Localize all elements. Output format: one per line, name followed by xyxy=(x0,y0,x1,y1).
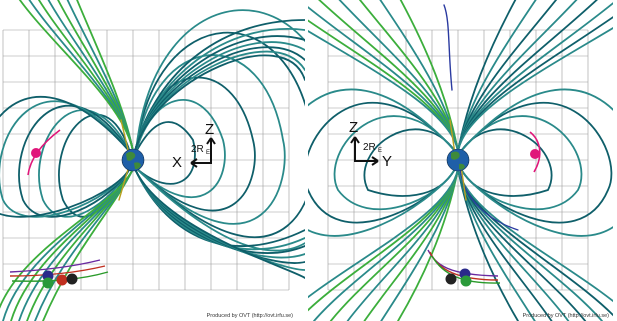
axis-label-x: X xyxy=(172,154,182,171)
axis-label-z: Z xyxy=(349,119,358,136)
spacecraft-trajectory xyxy=(529,131,541,173)
earth-globe xyxy=(121,148,145,172)
field-line xyxy=(118,165,130,201)
field-line xyxy=(135,121,196,185)
field-line xyxy=(460,115,583,210)
field-line xyxy=(135,76,256,212)
field-line xyxy=(443,4,453,91)
field-line xyxy=(135,99,226,199)
field-line xyxy=(0,96,131,218)
field-line xyxy=(460,101,613,224)
scale-label-sub: E xyxy=(206,150,210,156)
field-line xyxy=(308,30,459,152)
axis-label-y: Y xyxy=(382,153,392,170)
scale-label-sub: E xyxy=(378,148,382,154)
field-line xyxy=(457,168,587,321)
field-line xyxy=(120,119,130,155)
field-line xyxy=(135,31,305,239)
spacecraft-cluster xyxy=(9,259,109,289)
field-line xyxy=(358,0,459,152)
spacecraft-marker xyxy=(530,149,540,159)
axis-label-z: Z xyxy=(205,121,214,138)
spacecraft-cluster xyxy=(427,249,501,287)
earth-globe xyxy=(446,148,470,172)
field-line xyxy=(0,168,134,309)
field-line xyxy=(457,168,613,303)
field-line xyxy=(459,168,519,231)
field-line xyxy=(308,101,456,224)
field-lines xyxy=(0,0,305,321)
field-line xyxy=(308,88,456,237)
field-line xyxy=(135,54,286,225)
field-line xyxy=(134,168,305,279)
scale-label: 2R xyxy=(191,144,204,155)
field-lines xyxy=(308,0,613,321)
field-line xyxy=(346,168,459,321)
field-line xyxy=(449,119,456,155)
field-line xyxy=(329,168,459,321)
axes-indicator: Z Y 2R E xyxy=(349,119,392,170)
axes-indicator: Z X 2R E xyxy=(172,121,216,171)
field-line xyxy=(457,27,613,152)
field-line xyxy=(134,54,305,152)
field-line xyxy=(333,115,456,210)
field-line xyxy=(457,168,570,321)
spacecraft-marker xyxy=(31,148,41,158)
scale-label: 2R xyxy=(363,142,376,153)
field-line xyxy=(18,0,134,152)
right-plot-canvas: Z Y 2R E xyxy=(308,0,613,321)
credit-text: Produced by OVT (http://ovt.irfu.se) xyxy=(206,313,293,319)
field-line xyxy=(460,165,467,201)
field-line xyxy=(460,88,613,237)
field-line xyxy=(308,168,459,299)
field-line xyxy=(134,168,305,271)
field-line xyxy=(363,128,456,197)
field-line xyxy=(460,128,553,197)
field-line xyxy=(457,0,558,152)
left-plot-canvas: Z X 2R E xyxy=(0,0,305,321)
panel-left-xz-view: Z X 2R E Produced by OVT (http://ovt.irf… xyxy=(0,0,305,321)
grid xyxy=(2,29,290,291)
panel-right-yz-view: Z Y 2R E Produced by OVT (http://ovt.irf… xyxy=(308,0,613,321)
credit-text: Produced by OVT (http://ovt.irfu.se) xyxy=(522,313,609,319)
field-line xyxy=(135,9,305,252)
